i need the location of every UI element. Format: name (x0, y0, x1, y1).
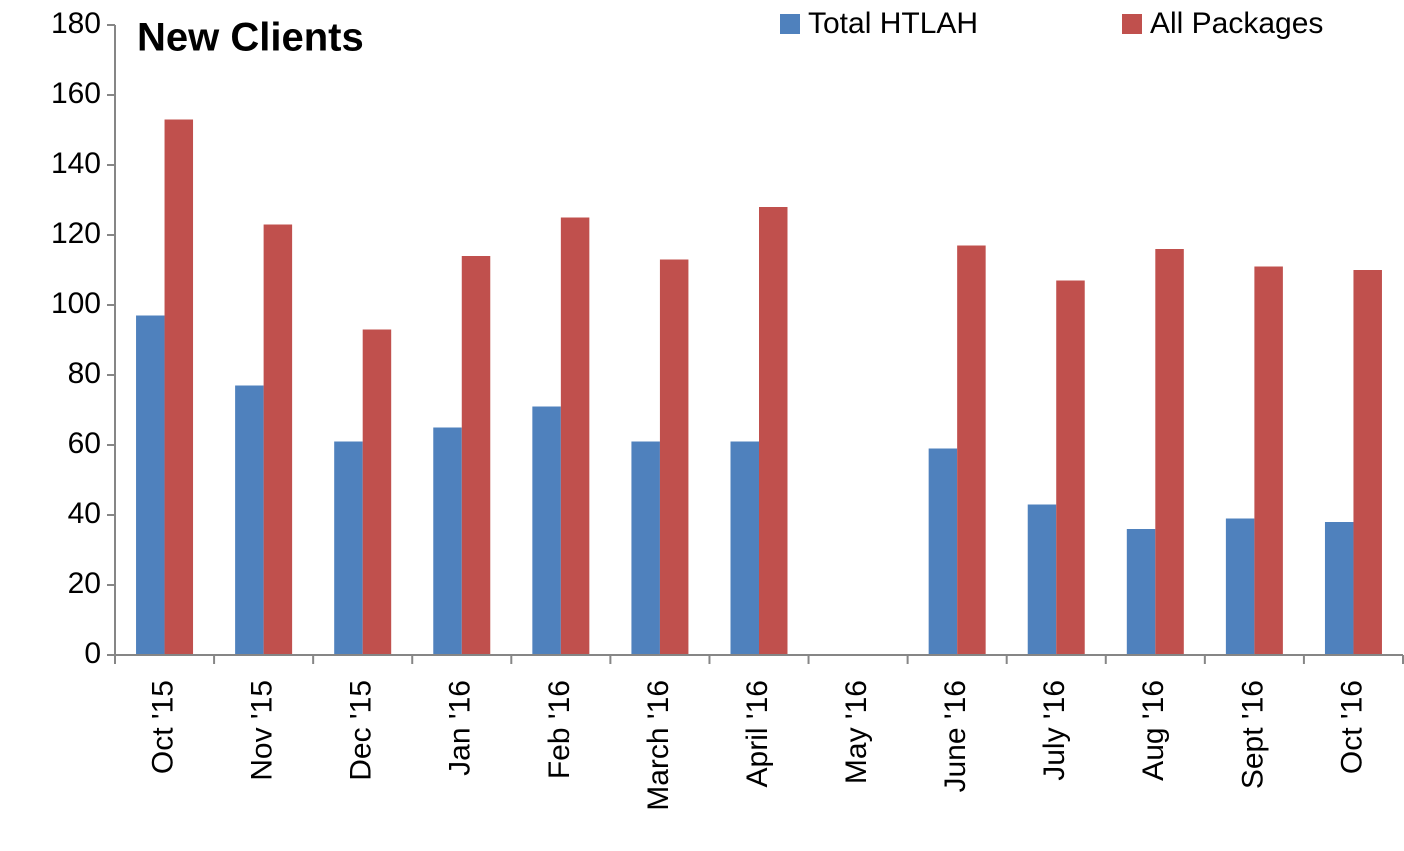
x-tick-label: June '16 (939, 680, 972, 793)
bar (1324, 522, 1354, 655)
legend-label: Total HTLAH (808, 7, 978, 40)
bar (631, 441, 660, 655)
x-tick-label: Jan '16 (444, 680, 477, 776)
x-tick-label: March '16 (642, 680, 675, 811)
x-tick-label: Feb '16 (543, 680, 576, 779)
legend-swatch (1122, 14, 1142, 34)
bar (1225, 518, 1255, 655)
y-tick-label: 40 (68, 497, 101, 530)
bar (659, 259, 689, 655)
x-tick-label: July '16 (1038, 680, 1071, 781)
bar (532, 406, 561, 655)
bar (263, 224, 293, 655)
bar (334, 441, 363, 655)
y-tick-label: 20 (68, 567, 101, 600)
x-tick-label: Oct '16 (1335, 680, 1368, 774)
x-tick-label: Oct '15 (146, 680, 179, 774)
bar (759, 207, 788, 655)
y-tick-label: 60 (68, 427, 101, 460)
bar (1056, 280, 1085, 655)
y-tick-label: 140 (51, 147, 101, 180)
bar (1353, 270, 1382, 655)
chart-title: New Clients (137, 16, 364, 60)
y-tick-label: 120 (51, 217, 101, 250)
bar (1254, 266, 1283, 655)
y-tick-label: 160 (51, 77, 101, 110)
x-tick-label: Nov '15 (246, 680, 279, 781)
bar (362, 329, 392, 655)
bar (730, 441, 759, 655)
x-tick-label: May '16 (840, 680, 873, 784)
bar (433, 427, 462, 655)
bar (461, 256, 491, 655)
bar (560, 217, 590, 655)
y-tick-label: 0 (84, 637, 101, 670)
bar (1027, 504, 1057, 655)
x-tick-label: Dec '15 (345, 680, 378, 781)
legend-label: All Packages (1150, 7, 1323, 40)
y-tick-label: 180 (51, 7, 101, 40)
y-tick-label: 100 (51, 287, 101, 320)
x-tick-label: Aug '16 (1137, 680, 1170, 781)
bar (1126, 529, 1156, 655)
bar (1155, 249, 1184, 655)
bar (928, 448, 958, 655)
bar (164, 119, 194, 655)
legend-swatch (780, 14, 800, 34)
x-tick-label: April '16 (741, 680, 774, 787)
y-tick-label: 80 (68, 357, 101, 390)
bar (957, 245, 986, 655)
bar (136, 315, 165, 655)
x-tick-label: Sept '16 (1236, 680, 1269, 789)
bar (235, 385, 264, 655)
